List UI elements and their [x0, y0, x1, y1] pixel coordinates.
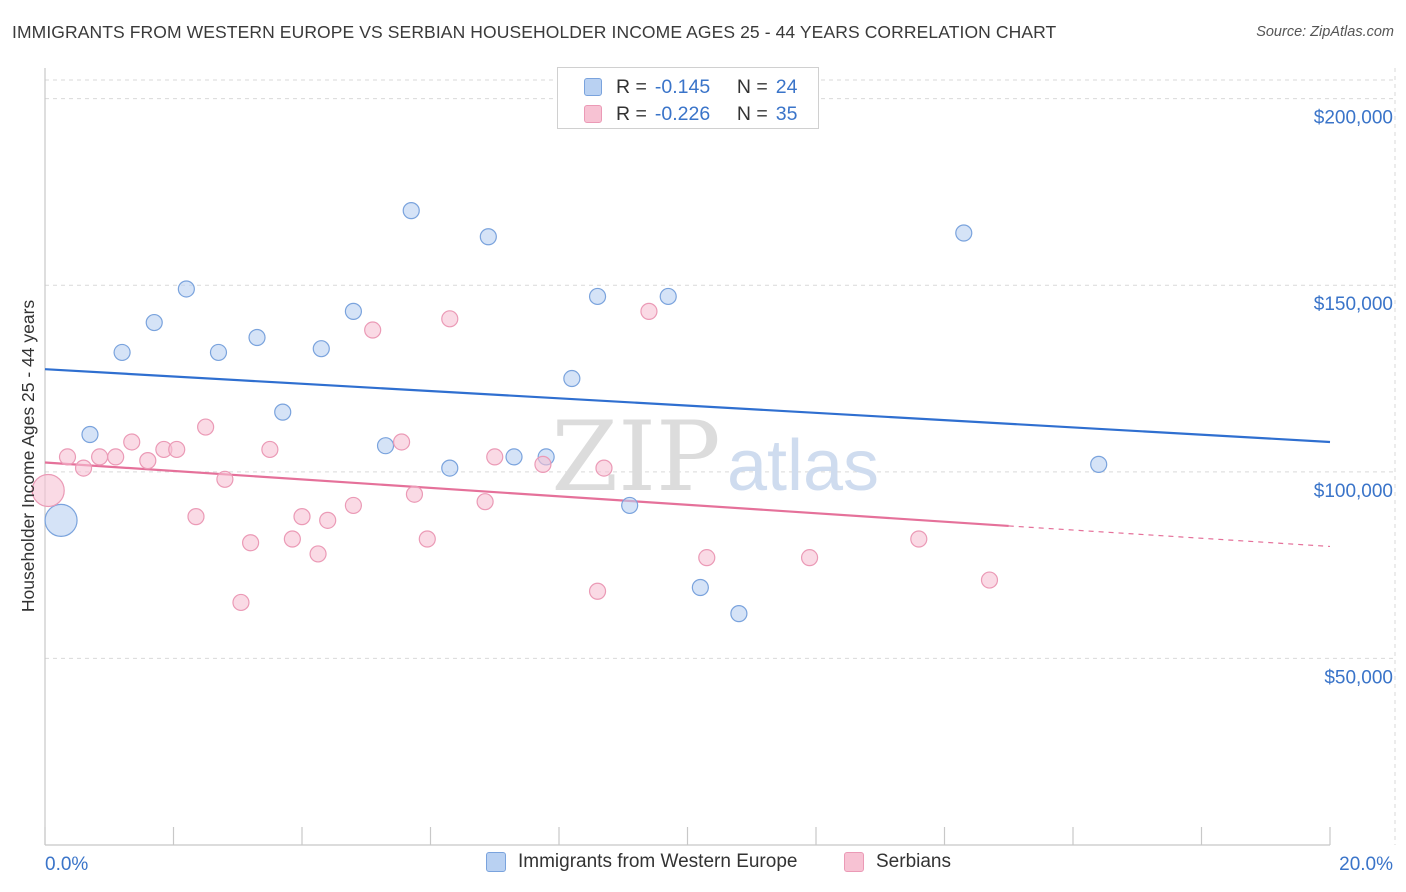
data-point-serbians	[216, 470, 234, 488]
legend-r-value: -0.145	[654, 75, 711, 98]
legend-r-label: R =	[616, 75, 647, 98]
data-point-western-europe	[248, 328, 266, 347]
data-point-serbians	[441, 310, 459, 328]
data-point-serbians	[980, 571, 999, 589]
data-point-serbians	[392, 433, 411, 451]
data-point-western-europe	[376, 437, 395, 455]
trend-layer	[44, 368, 1331, 548]
data-point-serbians	[139, 452, 157, 470]
data-point-serbians	[123, 433, 141, 451]
data-point-serbians	[187, 508, 205, 526]
data-point-western-europe	[312, 340, 330, 358]
series-legend-item-western-europe: Immigrants from Western Europe	[486, 851, 797, 873]
data-point-serbians	[58, 448, 77, 466]
watermark-atlas: atlas	[727, 426, 879, 506]
data-point-serbians	[283, 530, 301, 548]
y-tick-label: $50,000	[1324, 667, 1393, 688]
data-point-western-europe	[145, 313, 163, 332]
data-point-serbians	[800, 549, 819, 567]
data-point-serbians	[74, 459, 93, 477]
legend-r-value: -0.226	[654, 102, 711, 125]
data-point-serbians	[168, 440, 186, 459]
data-point-western-europe	[441, 459, 459, 477]
data-point-serbians	[486, 448, 504, 466]
data-point-western-europe	[505, 448, 523, 466]
points-layer	[31, 202, 1108, 623]
data-point-western-europe	[479, 228, 497, 246]
watermark-zip: ZIP	[551, 401, 720, 513]
data-point-western-europe	[691, 578, 709, 597]
legend-swatch-pink	[584, 105, 602, 123]
legend-r-label: R =	[616, 102, 647, 125]
data-point-western-europe	[344, 302, 362, 320]
series-swatch-blue	[486, 852, 506, 872]
data-point-serbians	[910, 530, 928, 548]
data-point-western-europe	[563, 369, 581, 388]
series-legend: Immigrants from Western Europe Serbians	[0, 851, 1406, 877]
legend-row-western-europe: R = -0.145 N = 24	[584, 74, 797, 100]
axis-layer	[44, 68, 1331, 846]
data-point-western-europe	[730, 605, 748, 623]
source-label: Source: ZipAtlas.com	[1256, 24, 1394, 40]
data-point-western-europe	[81, 425, 99, 444]
series-legend-label: Serbians	[876, 851, 951, 872]
data-point-western-europe	[44, 503, 78, 537]
data-point-serbians	[418, 530, 436, 548]
y-tick-label: $150,000	[1314, 294, 1393, 315]
data-point-serbians	[364, 321, 382, 339]
data-point-serbians	[91, 448, 109, 466]
legend-n-value: 35	[775, 102, 798, 125]
y-axis-title: Householder Income Ages 25 - 44 years	[18, 300, 38, 613]
chart-title: IMMIGRANTS FROM WESTERN EUROPE VS SERBIA…	[12, 22, 1057, 42]
y-tick-label: $200,000	[1314, 108, 1393, 129]
data-point-serbians	[588, 582, 607, 600]
data-point-western-europe	[274, 403, 292, 421]
data-point-western-europe	[402, 202, 420, 220]
data-point-serbians	[242, 534, 260, 552]
data-point-serbians	[197, 418, 215, 436]
legend-swatch-blue	[584, 78, 602, 96]
legend-row-serbians: R = -0.226 N = 35	[584, 101, 797, 127]
data-point-serbians	[344, 496, 362, 515]
trendline-serbians-extension	[1008, 525, 1331, 548]
data-point-serbians	[319, 511, 337, 529]
data-point-serbians	[640, 302, 658, 320]
data-point-western-europe	[955, 224, 973, 242]
data-point-western-europe	[113, 343, 131, 362]
watermark: ZIP atlas	[551, 401, 879, 513]
legend-n-value: 24	[775, 75, 798, 98]
data-point-western-europe	[588, 287, 607, 306]
data-point-serbians	[309, 545, 327, 563]
x-tick-label-max: 20.0%	[1339, 854, 1393, 875]
data-point-western-europe	[209, 343, 228, 362]
legend-n-label: N =	[736, 102, 768, 125]
trendline-western-europe	[44, 368, 1331, 444]
data-point-serbians	[261, 440, 279, 459]
x-tick-label-min: 0.0%	[45, 854, 88, 875]
correlation-legend: R = -0.145 N = 24 R = -0.226 N = 35	[557, 67, 819, 129]
trendline-serbians	[44, 461, 1009, 528]
y-tick-label: $100,000	[1314, 481, 1393, 502]
data-point-western-europe	[621, 496, 639, 515]
data-point-serbians	[534, 455, 552, 473]
series-legend-label: Immigrants from Western Europe	[518, 851, 798, 872]
legend-n-label: N =	[736, 75, 768, 98]
data-point-western-europe	[177, 280, 195, 298]
label-layer: $50,000 $100,000 $150,000 $200,000 0.0% 20.0%…	[18, 108, 1393, 875]
data-point-serbians	[232, 593, 250, 612]
series-legend-item-serbians: Serbians	[844, 851, 951, 873]
data-point-serbians	[293, 508, 311, 526]
data-point-western-europe	[659, 287, 677, 306]
series-swatch-pink	[844, 852, 864, 872]
data-point-serbians	[107, 448, 125, 466]
data-point-western-europe	[1090, 455, 1108, 473]
data-point-serbians	[405, 485, 424, 503]
data-point-serbians	[476, 493, 494, 511]
data-point-serbians	[698, 549, 716, 567]
data-point-serbians	[595, 459, 613, 477]
data-point-serbians	[31, 473, 65, 508]
